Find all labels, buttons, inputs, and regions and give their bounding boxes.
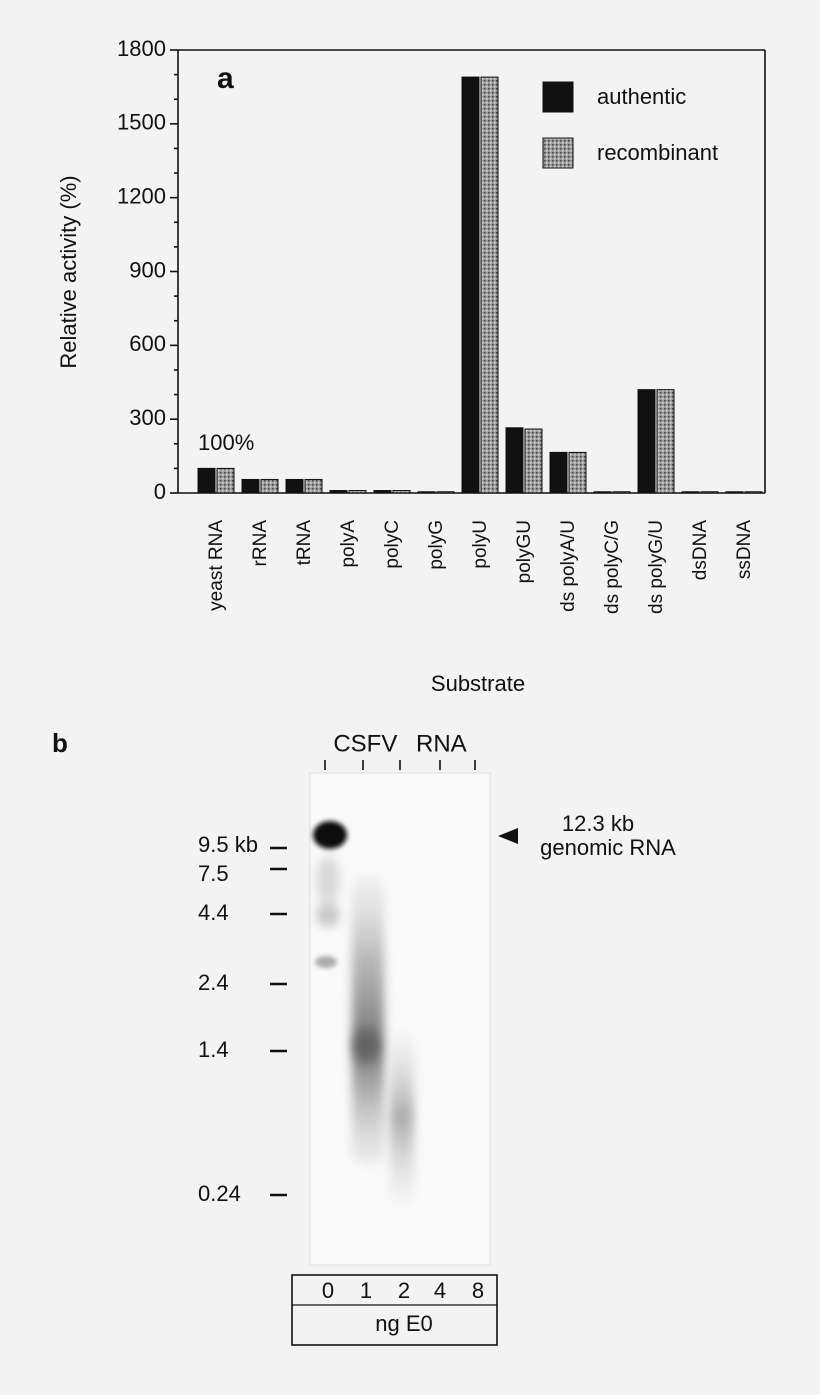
x-tick-label: polyG	[426, 520, 447, 570]
smear	[390, 1030, 414, 1205]
bar	[373, 490, 392, 494]
bar	[436, 491, 455, 494]
bar	[549, 451, 568, 494]
lane-label: 1	[360, 1278, 372, 1303]
bar	[480, 76, 499, 494]
lane-label: 2	[398, 1278, 410, 1303]
y-tick-label: 1200	[117, 183, 166, 208]
y-tick-label: 0	[154, 479, 166, 504]
lane-ticks	[324, 760, 476, 770]
x-tick-label: ds polyC/G	[602, 520, 623, 614]
bar	[681, 491, 700, 494]
smear	[353, 1027, 379, 1063]
smear	[316, 855, 340, 905]
legend-swatch	[542, 137, 574, 169]
x-tick-label: ds polyG/U	[646, 520, 667, 614]
legend-label: authentic	[597, 84, 686, 109]
panel-label: a	[217, 62, 234, 95]
x-tick-label: tRNA	[294, 520, 315, 566]
arrow-label: 12.3 kb	[562, 811, 634, 836]
bar	[612, 491, 631, 494]
x-tick-label: dsDNA	[690, 520, 711, 581]
marker-label: 2.4	[198, 970, 229, 995]
y-tick-label: 1800	[117, 36, 166, 61]
x-axis-label: Substrate	[431, 671, 525, 696]
bar	[241, 478, 260, 494]
x-tick-label: polyA	[338, 520, 359, 568]
band	[313, 821, 347, 849]
x-tick-label: polyU	[470, 520, 491, 569]
bar	[329, 490, 348, 494]
y-tick-label: 900	[129, 257, 166, 282]
bar	[700, 491, 719, 494]
y-tick-label: 300	[129, 405, 166, 430]
bar	[505, 427, 524, 494]
bar	[461, 76, 480, 494]
bar	[216, 467, 235, 494]
arrow-label: genomic RNA	[540, 835, 676, 860]
x-tick-label: yeast RNA	[206, 520, 227, 611]
x-tick-label: ds polyA/U	[558, 520, 579, 612]
lane-label: 0	[322, 1278, 334, 1303]
smear	[315, 956, 337, 968]
marker-label: 0.24	[198, 1181, 241, 1206]
bar	[304, 478, 323, 494]
legend-swatch	[542, 81, 574, 113]
bar	[656, 389, 675, 494]
lane-axis-label: ng E0	[375, 1311, 433, 1336]
bar	[744, 491, 763, 494]
annotation: 100%	[198, 430, 254, 455]
smear	[316, 903, 340, 927]
lane-label: 8	[472, 1278, 484, 1303]
arrow	[498, 828, 518, 844]
bar	[593, 491, 612, 494]
bar	[637, 389, 656, 494]
y-tick-label: 1500	[117, 110, 166, 135]
marker-label: 1.4	[198, 1037, 229, 1062]
marker-label: 4.4	[198, 900, 229, 925]
legend-label: recombinant	[597, 140, 718, 165]
bar	[524, 428, 543, 494]
bar	[260, 478, 279, 494]
x-tick-label: rRNA	[250, 520, 271, 567]
marker-label: 9.5 kb	[198, 832, 258, 857]
bar	[392, 490, 411, 494]
panel-label: b	[52, 728, 68, 758]
gel-panel: b CSFV RNA 9.5 kb 7.5 4.4 2.4 1.4 0	[52, 728, 676, 1346]
gel-title: CSFV RNA	[333, 730, 466, 757]
marker-label: 7.5	[198, 861, 229, 886]
lane-label: 4	[434, 1278, 446, 1303]
bar	[197, 467, 216, 494]
bar	[417, 491, 436, 494]
x-tick-label: ssDNA	[734, 520, 755, 579]
bar	[285, 478, 304, 494]
marker-ticks	[270, 846, 287, 1197]
bar	[725, 491, 744, 494]
y-tick-label: 600	[129, 331, 166, 356]
x-tick-label: polyGU	[514, 520, 535, 583]
x-tick-label: polyC	[382, 520, 403, 569]
y-axis-label: Relative activity (%)	[56, 175, 81, 368]
lane-box	[291, 1274, 498, 1346]
smear	[352, 875, 384, 1165]
bar	[348, 490, 367, 494]
bar	[568, 451, 587, 494]
